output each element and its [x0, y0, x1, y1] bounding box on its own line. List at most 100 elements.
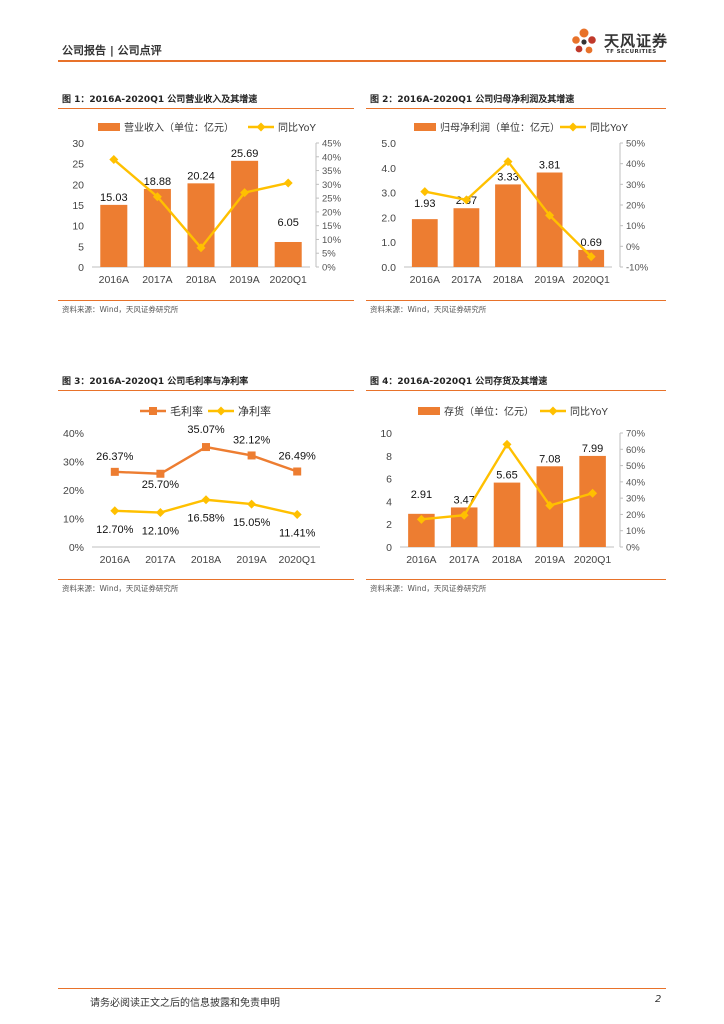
right-axis-tick-label: 10%: [626, 526, 646, 537]
x-axis-tick-label: 2016A: [99, 274, 129, 286]
x-axis-tick-label: 2017A: [145, 554, 175, 566]
right-axis-tick-label: 40%: [322, 152, 342, 163]
x-axis-tick-label: 2017A: [449, 554, 479, 566]
left-axis-tick-label: 25: [72, 159, 84, 171]
right-axis-tick-label: 25%: [322, 194, 342, 205]
yoy-point: [420, 187, 430, 197]
legend-line-label: 同比YoY: [278, 122, 316, 134]
left-axis-tick-label: 8: [386, 451, 392, 463]
chart-svg: 0 5 10 15 20 25 30 0% 5% 10% 15% 20% 25% 30% 35% 40% 45%…: [72, 121, 342, 286]
bar: [143, 188, 171, 267]
gross-margin-point: [202, 443, 210, 452]
x-axis-tick-label: 2018A: [186, 274, 216, 286]
figure-2-title: 图 2：2016A-2020Q1 公司归母净利润及其增速: [370, 95, 575, 105]
left-axis-tick-label: 3.0: [381, 188, 396, 200]
bar-value-label: 3.33: [497, 171, 518, 183]
figure-2-source: 资料来源：Wind，天风证券研究所: [370, 305, 487, 314]
right-axis-tick-label: 60%: [626, 445, 646, 456]
right-axis-tick-label: -10%: [626, 263, 649, 274]
figure-2-chart: 0.0 1.0 2.0 3.0 4.0 5.0 -10% 0% 10% 20% 30% 40% 50% 2…: [366, 112, 666, 298]
x-axis-tick-label: 2018A: [492, 554, 522, 566]
left-axis-tick-label: 0: [386, 542, 392, 554]
x-axis-tick-label: 2016A: [410, 274, 440, 286]
left-axis-tick-label: 40%: [63, 428, 84, 440]
brand-name-en: TF SECURITIES: [606, 49, 657, 55]
series-value-label: 11.41%: [279, 527, 316, 539]
legend-bar-label: 营业收入（单位：亿元）: [124, 121, 234, 134]
bar: [493, 482, 521, 547]
chart-svg: 0.0 1.0 2.0 3.0 4.0 5.0 -10% 0% 10% 20% 30% 40% 50% 2…: [381, 121, 649, 286]
figure-1-source: 资料来源：Wind，天风证券研究所: [62, 305, 179, 314]
bar-value-label: 20.24: [187, 170, 215, 182]
bar-value-label: 6.05: [277, 217, 298, 229]
gross-margin-point: [110, 467, 119, 476]
figure-3-source: 资料来源：Wind，天风证券研究所: [62, 584, 179, 593]
right-axis-tick-label: 0%: [322, 263, 336, 274]
yoy-point: [503, 157, 513, 167]
legend-bar-swatch: [414, 123, 436, 131]
bar: [231, 160, 259, 267]
figure-1-bottom-rule: [58, 300, 354, 301]
net-margin-point: [201, 495, 211, 505]
right-axis-tick-label: 10%: [626, 221, 646, 232]
bar-value-label: 3.81: [539, 160, 560, 172]
legend-label: 净利率: [238, 404, 271, 418]
series-value-label: 35.07%: [187, 424, 225, 436]
left-axis-tick-label: 20%: [63, 485, 84, 497]
x-axis-tick-label: 2019A: [535, 554, 565, 566]
x-axis-tick-label: 2017A: [142, 274, 172, 286]
legend-line-label: 同比YoY: [570, 406, 608, 418]
left-axis-tick-label: 5: [78, 241, 84, 253]
page-number: 2: [655, 994, 662, 1005]
figure-3-chart: 0% 10% 20% 30% 40% 2016A 2017A 2018A 2019A 2020Q1…: [58, 394, 354, 576]
left-axis-tick-label: 2.0: [381, 212, 396, 224]
left-axis-tick-label: 20: [72, 179, 84, 191]
figure-2-bottom-rule: [366, 300, 666, 301]
yoy-point: [152, 192, 162, 202]
x-axis-tick-label: 2019A: [229, 274, 259, 286]
left-axis-tick-label: 5.0: [381, 138, 396, 150]
bar-value-label: 3.47: [453, 494, 474, 506]
report-type-label: 公司报告 | 公司点评: [62, 44, 162, 57]
figure-1-title-rule: [58, 108, 354, 109]
right-axis-tick-label: 30%: [626, 494, 646, 505]
disclaimer-text: 请务必阅读正文之后的信息披露和免责申明: [90, 998, 280, 1009]
bar: [453, 208, 480, 267]
legend-line-marker: [256, 122, 266, 132]
legend-line-marker: [548, 406, 558, 416]
right-axis-tick-label: 20%: [322, 207, 342, 218]
x-axis-tick-label: 2020Q1: [270, 274, 308, 286]
legend-line-label: 同比YoY: [590, 122, 628, 134]
yoy-point: [416, 514, 426, 524]
legend-marker: [149, 407, 157, 415]
yoy-point: [588, 488, 598, 498]
right-axis-tick-label: 40%: [626, 477, 646, 488]
gross-margin-point: [293, 467, 302, 476]
figure-4-title-rule: [366, 390, 666, 391]
gross-margin-point: [247, 451, 256, 460]
left-axis-tick-label: 30: [72, 138, 84, 150]
gross-margin-point: [156, 469, 165, 478]
bar-value-label: 15.03: [100, 192, 128, 204]
bar-value-label: 1.93: [414, 198, 435, 210]
tf-securities-logo-icon: [572, 28, 596, 54]
series-value-label: 12.10%: [142, 526, 180, 538]
left-axis-tick-label: 0%: [69, 542, 84, 554]
chart-svg: 0% 10% 20% 30% 40% 2016A 2017A 2018A 2019A 2020Q1…: [63, 404, 320, 566]
left-axis-tick-label: 30%: [63, 457, 84, 469]
right-axis-tick-label: 30%: [322, 180, 342, 191]
net-margin-point: [110, 506, 120, 516]
bar: [411, 219, 438, 267]
legend-bar-label: 存货（单位：亿元）: [444, 405, 534, 418]
footer-divider: [58, 988, 666, 989]
right-axis-tick-label: 10%: [322, 235, 342, 246]
yoy-point: [461, 195, 471, 205]
yoy-point: [545, 210, 555, 220]
right-axis-tick-label: 30%: [626, 180, 646, 191]
left-axis-tick-label: 10%: [63, 514, 84, 526]
net-margin-point: [155, 508, 165, 518]
right-axis-tick-label: 15%: [322, 221, 342, 232]
yoy-point: [196, 243, 206, 253]
figure-1-chart: 0 5 10 15 20 25 30 0% 5% 10% 15% 20% 25% 30% 35% 40% 45%…: [58, 112, 354, 298]
x-axis-tick-label: 2019A: [236, 554, 266, 566]
